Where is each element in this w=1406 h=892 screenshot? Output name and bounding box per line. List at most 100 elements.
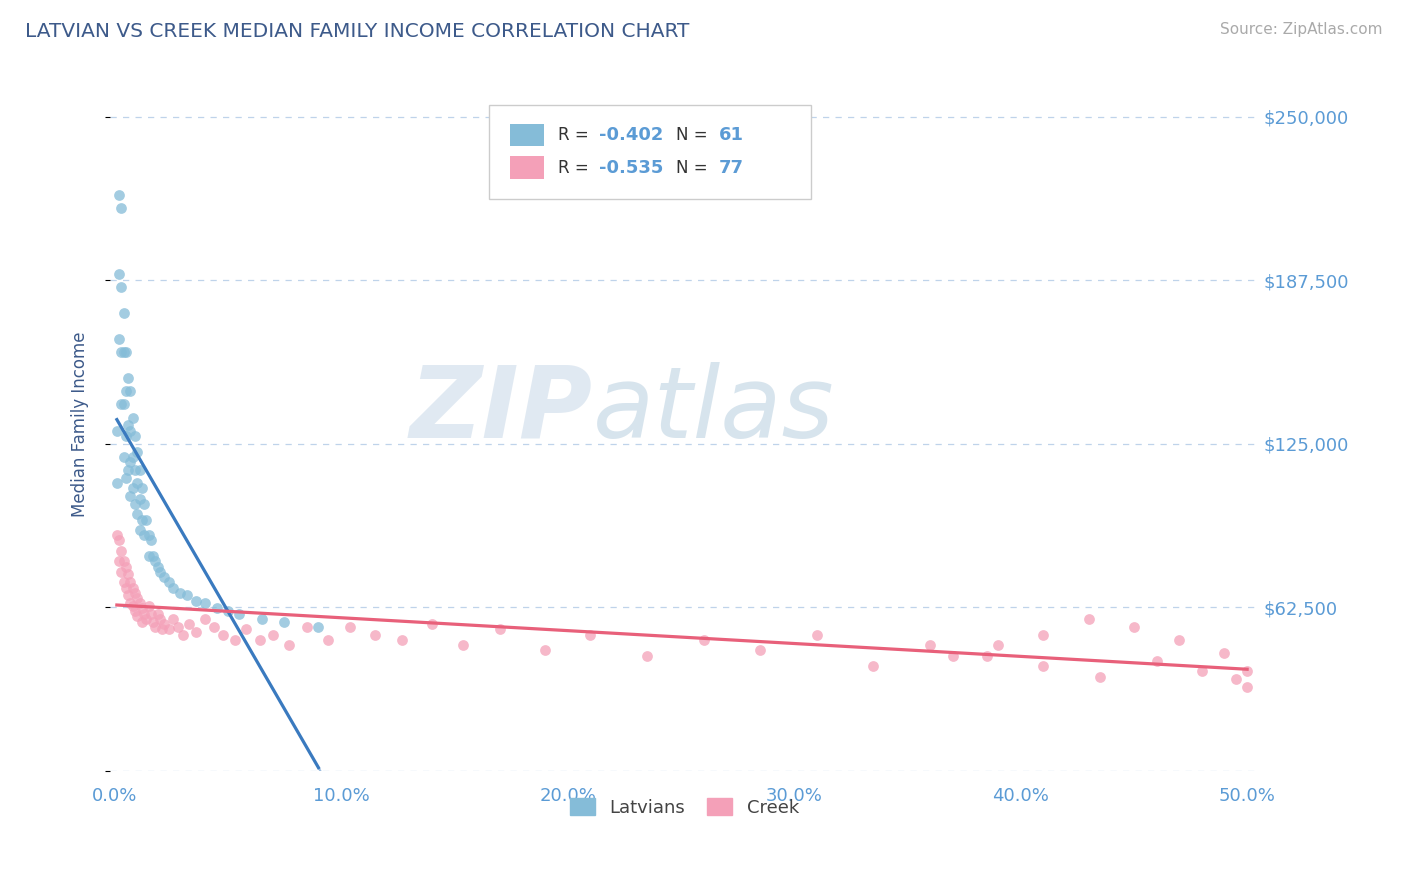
Point (316, 632, 339, 647)
Point (112, 345, 135, 359)
Point (124, 429, 146, 443)
Point (1146, 654, 1168, 668)
Point (918, 638, 941, 652)
Point (115, 345, 138, 359)
Point (157, 575, 180, 590)
Point (142, 615, 165, 629)
Point (108, 533, 131, 548)
Text: R =: R = (558, 159, 593, 177)
Point (120, 384, 142, 399)
Point (364, 627, 387, 641)
Point (127, 444, 149, 458)
Text: R =: R = (558, 126, 593, 144)
Text: -0.402: -0.402 (599, 126, 664, 144)
Legend: Latvians, Creek: Latvians, Creek (562, 791, 806, 824)
Point (749, 643, 772, 657)
Point (135, 512, 157, 526)
Point (179, 617, 201, 632)
Point (150, 623, 173, 637)
Point (138, 549, 160, 564)
Point (124, 604, 146, 618)
Point (1191, 665, 1213, 679)
Point (1236, 665, 1258, 679)
Point (307, 620, 329, 634)
Text: LATVIAN VS CREEK MEDIAN FAMILY INCOME CORRELATION CHART: LATVIAN VS CREEK MEDIAN FAMILY INCOME CO… (25, 22, 690, 41)
Point (121, 581, 143, 595)
Point (128, 491, 150, 506)
Point (105, 424, 128, 438)
Point (212, 627, 235, 641)
Point (138, 599, 160, 613)
Point (124, 497, 146, 511)
Point (121, 410, 143, 425)
Point (162, 612, 184, 626)
Point (278, 638, 301, 652)
Point (105, 528, 128, 542)
Text: ZIP: ZIP (409, 361, 592, 458)
Point (112, 554, 135, 568)
Point (169, 586, 191, 600)
Y-axis label: Median Family Income: Median Family Income (72, 331, 89, 516)
Point (110, 201, 132, 215)
Point (1225, 672, 1247, 686)
Point (162, 581, 184, 595)
Point (131, 481, 153, 495)
Point (131, 615, 153, 629)
Point (453, 638, 475, 652)
Text: 61: 61 (718, 126, 744, 144)
Point (112, 450, 135, 464)
Point (157, 623, 180, 637)
Point (249, 632, 271, 647)
Point (142, 549, 165, 564)
Point (108, 332, 131, 346)
Point (110, 279, 132, 293)
Point (132, 607, 155, 621)
Point (132, 528, 155, 542)
Point (228, 607, 250, 621)
Point (135, 612, 157, 626)
Point (145, 620, 167, 634)
Point (110, 565, 132, 579)
Point (115, 429, 138, 443)
Point (1032, 659, 1054, 673)
Point (250, 612, 273, 626)
Point (176, 589, 198, 603)
Point (120, 575, 142, 590)
Point (420, 617, 443, 632)
Point (138, 528, 160, 542)
Point (186, 593, 208, 607)
Point (112, 575, 135, 590)
Text: N =: N = (676, 126, 713, 144)
Point (124, 463, 146, 477)
Point (987, 638, 1010, 652)
Point (217, 604, 239, 618)
Point (112, 306, 135, 320)
Point (117, 589, 139, 603)
Bar (510, 123, 544, 146)
Point (110, 544, 132, 558)
Point (488, 623, 510, 637)
Point (120, 596, 142, 610)
Point (339, 620, 361, 634)
Text: Source: ZipAtlas.com: Source: ZipAtlas.com (1219, 22, 1382, 37)
Point (273, 615, 295, 629)
Point (1088, 669, 1111, 683)
Point (105, 475, 128, 490)
Point (186, 625, 208, 640)
Point (120, 489, 142, 503)
Point (128, 596, 150, 610)
Point (295, 620, 318, 634)
Point (110, 345, 132, 359)
Point (131, 601, 153, 615)
Point (131, 512, 153, 526)
Point (391, 632, 413, 647)
Point (202, 620, 225, 634)
Point (121, 450, 143, 464)
Point (108, 554, 131, 568)
Point (534, 643, 557, 657)
Point (149, 612, 172, 626)
Point (235, 623, 257, 637)
Point (194, 596, 217, 610)
Point (1236, 680, 1258, 694)
Point (124, 586, 146, 600)
